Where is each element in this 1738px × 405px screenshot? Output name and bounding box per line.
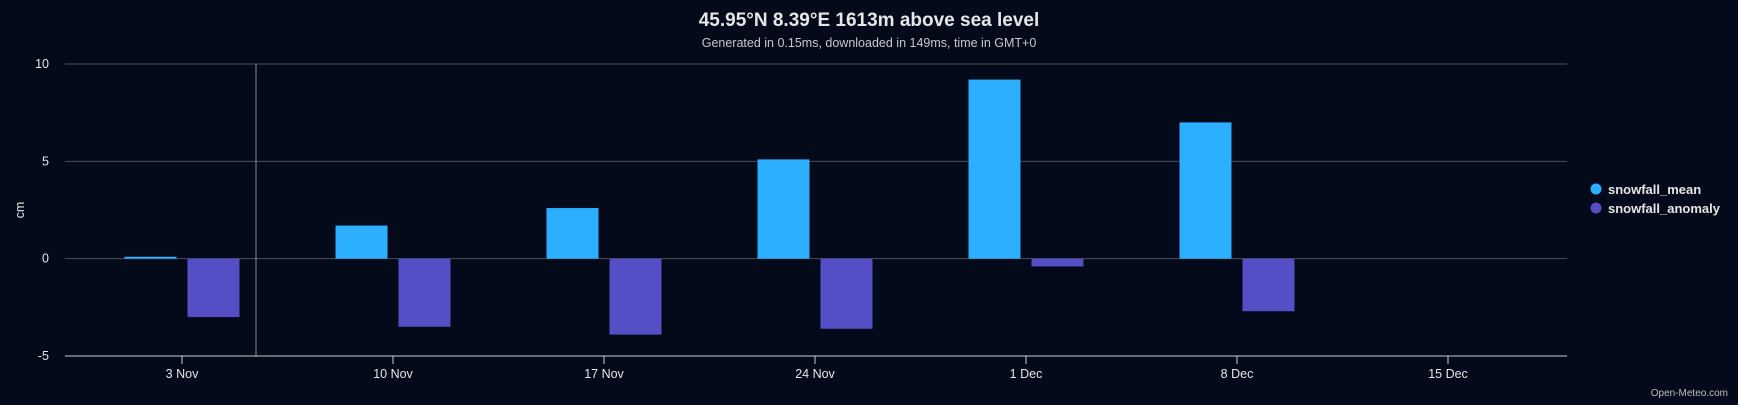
legend: snowfall_mean snowfall_anomaly bbox=[1590, 182, 1721, 216]
x-tick-label: 17 Nov bbox=[584, 367, 624, 381]
y-tick-label: 0 bbox=[42, 252, 49, 266]
chart-subtitle: Generated in 0.15ms, downloaded in 149ms… bbox=[702, 36, 1037, 50]
legend-marker bbox=[1590, 202, 1602, 214]
x-tick-label: 3 Nov bbox=[166, 367, 199, 381]
bar-snowfall_anomaly bbox=[820, 258, 873, 329]
chart-title: 45.95°N 8.39°E 1613m above sea level bbox=[699, 10, 1040, 31]
bar-snowfall_anomaly bbox=[187, 258, 240, 318]
y-ticks: -5 0 5 10 bbox=[35, 57, 49, 363]
gridlines bbox=[65, 63, 1567, 260]
bar-snowfall_anomaly bbox=[1242, 258, 1295, 312]
bar-snowfall_anomaly bbox=[398, 258, 451, 327]
y-axis-label: cm bbox=[13, 202, 27, 219]
x-tick-label: 8 Dec bbox=[1221, 367, 1254, 381]
bars bbox=[124, 79, 1295, 335]
bar-snowfall_mean bbox=[335, 225, 388, 259]
y-tick-label: -5 bbox=[38, 349, 49, 363]
y-tick-label: 5 bbox=[42, 154, 49, 168]
bar-snowfall_mean bbox=[546, 208, 599, 259]
x-tick-label: 10 Nov bbox=[373, 367, 413, 381]
legend-item-snowfall_mean: snowfall_mean bbox=[1608, 182, 1701, 197]
x-tick-label: 24 Nov bbox=[795, 367, 835, 381]
bar-snowfall_anomaly bbox=[609, 258, 662, 335]
y-tick-label: 10 bbox=[35, 57, 49, 71]
bar-snowfall_mean bbox=[124, 256, 177, 259]
legend-marker bbox=[1590, 183, 1602, 195]
bar-snowfall_mean bbox=[1179, 122, 1232, 259]
x-tick-label: 1 Dec bbox=[1010, 367, 1043, 381]
x-tick-label: 15 Dec bbox=[1428, 367, 1468, 381]
bar-snowfall_mean bbox=[968, 79, 1021, 259]
x-ticks: 3 Nov 10 Nov 17 Nov 24 Nov 1 Dec 8 Dec 15 Dec bbox=[166, 356, 1468, 381]
bar-snowfall_anomaly bbox=[1031, 258, 1084, 267]
legend-item-snowfall_anomaly: snowfall_anomaly bbox=[1608, 201, 1721, 216]
credits-link[interactable]: Open-Meteo.com bbox=[1651, 388, 1728, 399]
bar-snowfall_mean bbox=[757, 159, 810, 259]
